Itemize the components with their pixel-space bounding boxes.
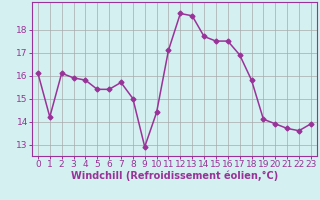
X-axis label: Windchill (Refroidissement éolien,°C): Windchill (Refroidissement éolien,°C) bbox=[71, 171, 278, 181]
